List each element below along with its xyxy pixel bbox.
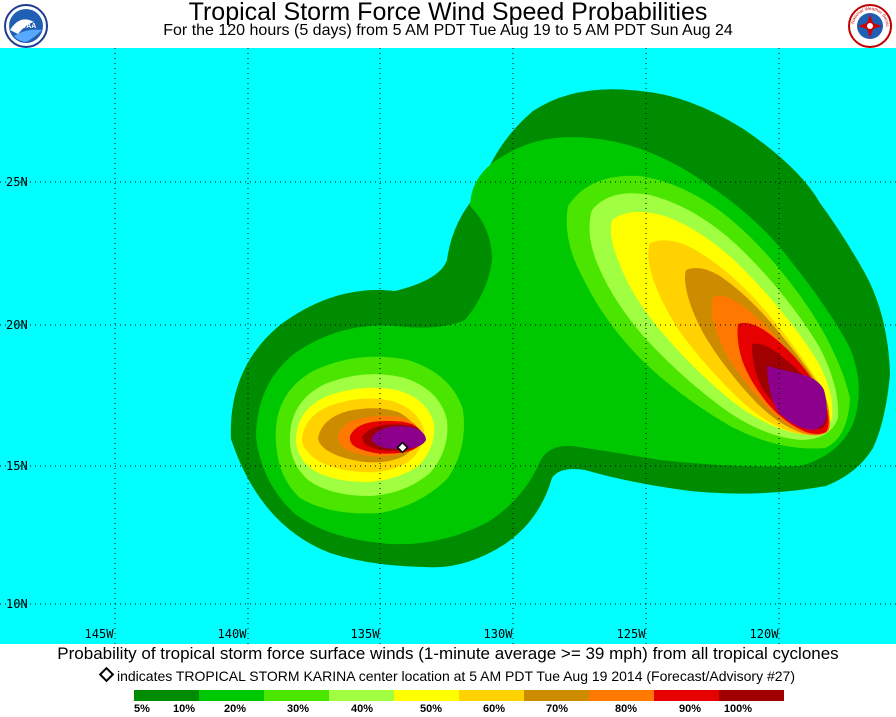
lon-label-125w: 125W (617, 627, 647, 641)
noaa-logo: NOAA (4, 4, 48, 48)
legend-swatch (719, 690, 784, 701)
lon-label-140w: 140W (218, 627, 248, 641)
legend-label: 70% (545, 703, 569, 715)
legend-label: 60% (482, 703, 506, 715)
legend-swatch (589, 690, 654, 701)
legend-label: 80% (614, 703, 638, 715)
nws-logo: National Weather Service (848, 4, 892, 48)
legend-swatch (459, 690, 524, 701)
legend-swatch (329, 690, 394, 701)
legend-label: 5% (134, 703, 150, 715)
map-caption: Probability of tropical storm force surf… (57, 644, 839, 663)
legend-label: 100% (723, 703, 753, 715)
lat-label-15n: 15N (6, 459, 28, 473)
legend-swatch (654, 690, 719, 701)
svg-text:NOAA: NOAA (16, 23, 37, 30)
legend-swatch (394, 690, 459, 701)
legend-swatch (524, 690, 589, 701)
legend-label: 40% (350, 703, 374, 715)
lon-label-135w: 135W (351, 627, 381, 641)
storm-center-note: indicates TROPICAL STORM KARINA center l… (0, 666, 896, 684)
legend-label: 10% (172, 703, 196, 715)
page-subtitle: For the 120 hours (5 days) from 5 AM PDT… (163, 22, 733, 39)
page-title: Tropical Storm Force Wind Speed Probabil… (188, 0, 708, 26)
header: NOAA Tropical Storm Force Wind Speed Pro… (0, 0, 896, 48)
legend-label: 30% (286, 703, 310, 715)
lon-label-120w: 120W (750, 627, 780, 641)
lon-label-130w: 130W (484, 627, 514, 641)
legend-swatch (134, 690, 199, 701)
legend-colorbar (134, 690, 784, 701)
lat-label-25n: 25N (6, 175, 28, 189)
legend-swatch (264, 690, 329, 701)
lon-label-145w: 145W (85, 627, 115, 641)
lat-label-20n: 20N (6, 318, 28, 332)
legend-label: 50% (419, 703, 443, 715)
legend-label: 90% (678, 703, 702, 715)
probability-map: 25N 20N 15N 10N 145W 140W 135W 130W 125W… (0, 48, 896, 646)
lat-label-10n: 10N (6, 597, 28, 611)
diamond-icon (98, 666, 115, 683)
contour-100-percent-east (767, 366, 827, 430)
legend-swatch (199, 690, 264, 701)
legend-labels: 5% 10% 20% 30% 40% 50% 60% 70% 80% 90% 1… (0, 703, 896, 717)
footer: Probability of tropical storm force surf… (0, 644, 896, 716)
legend-label: 20% (223, 703, 247, 715)
storm-center-marker (396, 441, 409, 454)
contour-100-percent-west (372, 426, 426, 449)
